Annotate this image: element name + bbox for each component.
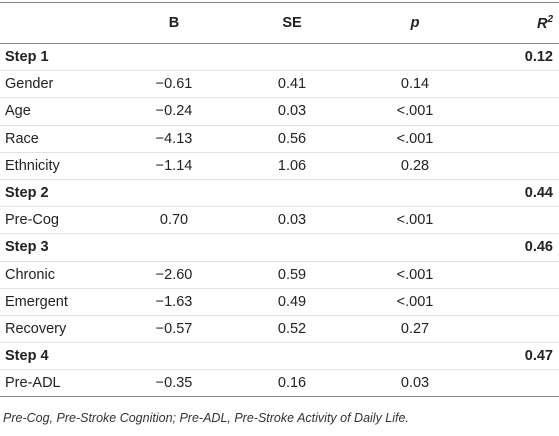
cell <box>120 343 228 370</box>
cell: 0.12 <box>524 49 553 66</box>
superscript: 2 <box>547 14 553 26</box>
cell: −0.61 <box>155 76 193 93</box>
cell <box>474 98 559 125</box>
cell: Race <box>5 130 39 147</box>
cell <box>474 261 559 288</box>
cell: Pre-Cog <box>5 212 59 229</box>
cell: Emergent <box>5 293 68 310</box>
cell: 0.56 <box>277 130 307 147</box>
step-row: Step 4 0.47 <box>0 343 559 370</box>
data-row: Gender −0.61 0.41 0.14 <box>0 71 559 98</box>
cell <box>228 343 356 370</box>
cell: 0.14 <box>400 76 430 93</box>
cell: 0.03 <box>277 212 307 229</box>
cell: 0.59 <box>277 266 307 283</box>
cell: <.001 <box>396 266 434 283</box>
cell: 0.52 <box>277 320 307 337</box>
data-row: Chronic −2.60 0.59 <.001 <box>0 261 559 289</box>
cell: 0.28 <box>400 157 430 174</box>
cell <box>474 315 559 342</box>
cell: −0.35 <box>155 375 193 392</box>
step-row: Step 2 0.44 <box>0 179 559 207</box>
results-table: B SE p R2 Step 1 0.12 Gender −0.61 0.41 0.14 A… <box>0 2 559 397</box>
cell: Step 3 <box>5 239 49 256</box>
cell <box>474 125 559 152</box>
cell <box>356 343 474 370</box>
cell <box>120 179 228 206</box>
cell: −1.63 <box>155 293 193 310</box>
cell <box>120 44 228 71</box>
cell: 0.49 <box>277 293 307 310</box>
cell <box>228 179 356 206</box>
cell <box>474 71 559 98</box>
cell: Step 1 <box>5 49 49 66</box>
cell: −1.14 <box>155 157 193 174</box>
data-row: Age −0.24 0.03 <.001 <box>0 98 559 126</box>
cell: −0.24 <box>155 103 193 120</box>
header-cell <box>0 3 120 44</box>
step-row: Step 3 0.46 <box>0 234 559 261</box>
header-cell: R2 <box>474 3 559 44</box>
cell: −2.60 <box>155 266 193 283</box>
cell <box>356 234 474 261</box>
header-row: B SE p R2 <box>0 2 559 44</box>
cell: Ethnicity <box>5 157 60 174</box>
cell <box>474 207 559 234</box>
step-row: Step 1 0.12 <box>0 44 559 71</box>
cell: Step 4 <box>5 348 49 365</box>
cell: −4.13 <box>155 130 193 147</box>
cell <box>474 152 559 179</box>
cell: 0.16 <box>277 375 307 392</box>
header-cell: SE <box>282 15 302 31</box>
cell: <.001 <box>396 293 434 310</box>
cell <box>356 179 474 206</box>
cell: 0.46 <box>524 239 553 256</box>
cell <box>474 288 559 315</box>
cell: Age <box>5 103 31 120</box>
cell: 0.44 <box>524 185 553 202</box>
cell: <.001 <box>396 212 434 229</box>
cell: <.001 <box>396 103 434 120</box>
cell: Chronic <box>5 266 55 283</box>
header-cell: p <box>410 15 420 31</box>
cell: 0.03 <box>277 103 307 120</box>
data-row: Race −4.13 0.56 <.001 <box>0 125 559 153</box>
data-row: Ethnicity −1.14 1.06 0.28 <box>0 152 559 180</box>
cell <box>356 44 474 71</box>
data-row: Recovery −0.57 0.52 0.27 <box>0 315 559 343</box>
cell: Recovery <box>5 320 67 337</box>
cell: −0.57 <box>155 320 193 337</box>
data-row: Emergent −1.63 0.49 <.001 <box>0 288 559 316</box>
footnote: Pre-Cog, Pre-Stroke Cognition; Pre-ADL, … <box>3 411 409 426</box>
cell <box>228 44 356 71</box>
cell: 0.41 <box>277 76 307 93</box>
table-body: Step 1 0.12 Gender −0.61 0.41 0.14 Age −0.24 0.0… <box>0 44 559 397</box>
cell: Pre-ADL <box>5 375 61 392</box>
data-row: Pre-ADL −0.35 0.16 0.03 <box>0 370 559 397</box>
cell <box>228 234 356 261</box>
cell: 0.27 <box>400 320 430 337</box>
cell: Step 2 <box>5 185 49 202</box>
cell <box>474 370 559 397</box>
data-row: Pre-Cog 0.70 0.03 <.001 <box>0 207 559 234</box>
cell: 1.06 <box>277 157 307 174</box>
cell: 0.03 <box>400 375 430 392</box>
header-cell: B <box>168 15 180 31</box>
cell: 0.47 <box>524 348 553 365</box>
cell <box>120 234 228 261</box>
header-text: R <box>536 15 548 32</box>
cell: Gender <box>5 76 54 93</box>
cell: <.001 <box>396 130 434 147</box>
cell: 0.70 <box>159 212 189 229</box>
